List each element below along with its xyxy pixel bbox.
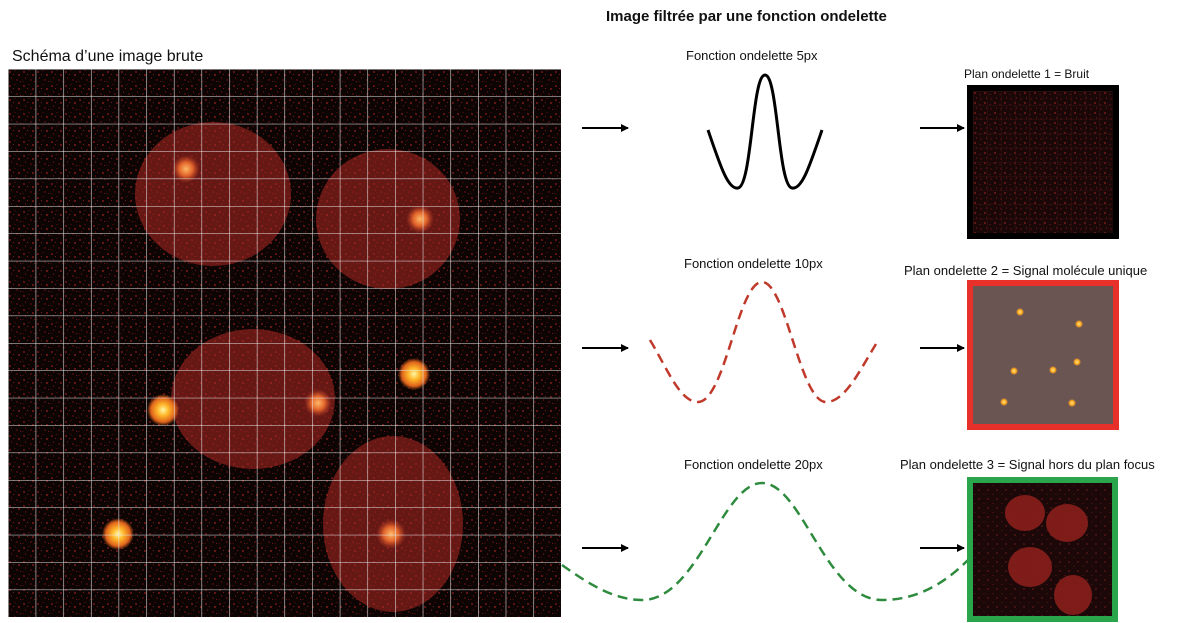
- wavelet-plane-3: [967, 477, 1118, 622]
- plane-3-label: Plan ondelette 3 = Signal hors du plan f…: [900, 457, 1155, 472]
- plane-2-label: Plan ondelette 2 = Signal molécule uniqu…: [904, 263, 1148, 278]
- wavelet-plane-1: [967, 85, 1119, 239]
- figure-title: Image filtrée par une fonction ondelette: [606, 8, 887, 25]
- wavelet-10px-label: Fonction ondelette 10px: [684, 256, 823, 271]
- plane-2-molecule-image: [973, 286, 1113, 424]
- raw-image-label: Schéma d’une image brute: [12, 48, 204, 65]
- plane-1-noise-image: [973, 91, 1113, 233]
- wavelet-5px-curve: [706, 73, 824, 190]
- wavelet-plane-2: [967, 280, 1119, 430]
- wavelet-10px-curve: [648, 280, 878, 404]
- wavelet-20px-label: Fonction ondelette 20px: [684, 457, 823, 472]
- raw-image: [8, 69, 561, 617]
- plane-1-label: Plan ondelette 1 = Bruit: [964, 67, 1090, 81]
- wavelet-5px-label: Fonction ondelette 5px: [686, 48, 818, 63]
- wavelet-20px-curve: [561, 481, 969, 602]
- plane-3-out-of-focus-image: [973, 483, 1112, 616]
